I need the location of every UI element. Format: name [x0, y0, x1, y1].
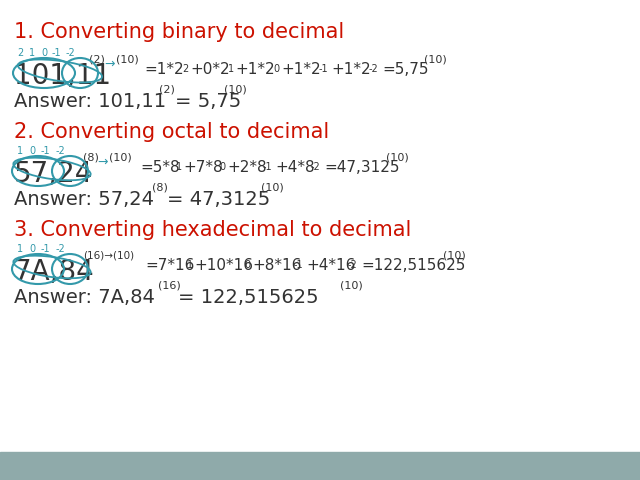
Text: (8): (8): [152, 183, 168, 193]
Text: 0: 0: [244, 260, 250, 270]
Text: Answer: 101,11: Answer: 101,11: [14, 92, 166, 111]
Text: 0: 0: [29, 244, 35, 254]
Text: (10): (10): [443, 251, 466, 261]
Text: (10): (10): [386, 153, 409, 163]
Text: -2: -2: [56, 146, 66, 156]
Text: (2): (2): [159, 85, 175, 95]
Text: 3. Converting hexadecimal to decimal: 3. Converting hexadecimal to decimal: [14, 220, 412, 240]
Text: +1*2: +1*2: [331, 62, 371, 77]
Text: +10*16: +10*16: [194, 258, 253, 273]
Text: 2. Converting octal to decimal: 2. Converting octal to decimal: [14, 122, 329, 142]
Text: 1: 1: [228, 64, 234, 74]
Text: -2: -2: [348, 260, 358, 270]
Text: (8): (8): [83, 153, 99, 163]
Text: = 47,3125: = 47,3125: [167, 190, 270, 209]
Text: -2: -2: [311, 162, 321, 172]
Text: 101,11: 101,11: [14, 62, 111, 90]
Text: 0: 0: [219, 162, 225, 172]
Text: -2: -2: [66, 48, 76, 58]
Text: =5*8: =5*8: [140, 160, 180, 175]
Text: -2: -2: [56, 244, 66, 254]
Text: 2: 2: [182, 64, 188, 74]
Text: -1: -1: [319, 64, 328, 74]
Text: 0: 0: [29, 146, 35, 156]
Text: (10): (10): [109, 153, 132, 163]
Text: +8*16: +8*16: [252, 258, 301, 273]
Text: 0: 0: [273, 64, 279, 74]
Text: -1: -1: [263, 162, 273, 172]
Text: (10): (10): [116, 55, 139, 65]
Text: =5,75: =5,75: [382, 62, 429, 77]
Text: =47,3125: =47,3125: [324, 160, 399, 175]
Text: +1*2: +1*2: [281, 62, 321, 77]
Text: 2: 2: [17, 48, 23, 58]
Text: 0: 0: [41, 48, 47, 58]
Text: (10): (10): [224, 85, 247, 95]
Text: =1*2: =1*2: [144, 62, 184, 77]
Text: →: →: [104, 58, 115, 71]
Text: (16)→(10): (16)→(10): [83, 251, 134, 261]
Text: +1*2: +1*2: [235, 62, 275, 77]
Text: 1: 1: [29, 48, 35, 58]
Text: -1: -1: [41, 244, 51, 254]
Text: 1: 1: [17, 244, 23, 254]
Text: (10): (10): [424, 55, 447, 65]
Bar: [0, 452, 640, 480]
Text: (16): (16): [158, 281, 180, 291]
Text: +7*8: +7*8: [183, 160, 223, 175]
Text: 1: 1: [187, 260, 193, 270]
Text: -2: -2: [369, 64, 379, 74]
Text: +2*8: +2*8: [227, 160, 267, 175]
Text: +4*16: +4*16: [306, 258, 355, 273]
Text: 57,24: 57,24: [14, 160, 93, 188]
Text: -1: -1: [52, 48, 61, 58]
Text: 1. Converting binary to decimal: 1. Converting binary to decimal: [14, 22, 344, 42]
Text: +0*2: +0*2: [190, 62, 230, 77]
Text: +4*8: +4*8: [275, 160, 315, 175]
Text: 7A,84: 7A,84: [14, 258, 95, 286]
Text: -1: -1: [41, 146, 51, 156]
Text: 1: 1: [176, 162, 182, 172]
Text: (2): (2): [89, 55, 105, 65]
Text: =122,515625: =122,515625: [361, 258, 465, 273]
Text: (10): (10): [261, 183, 284, 193]
Text: = 122,515625: = 122,515625: [178, 288, 319, 307]
Text: -1: -1: [294, 260, 303, 270]
Text: Answer: 57,24: Answer: 57,24: [14, 190, 154, 209]
Text: →: →: [97, 156, 108, 169]
Text: 1: 1: [17, 146, 23, 156]
Text: (10): (10): [340, 281, 363, 291]
Text: = 5,75: = 5,75: [175, 92, 241, 111]
Text: Answer: 7A,84: Answer: 7A,84: [14, 288, 155, 307]
Text: =7*16: =7*16: [145, 258, 195, 273]
